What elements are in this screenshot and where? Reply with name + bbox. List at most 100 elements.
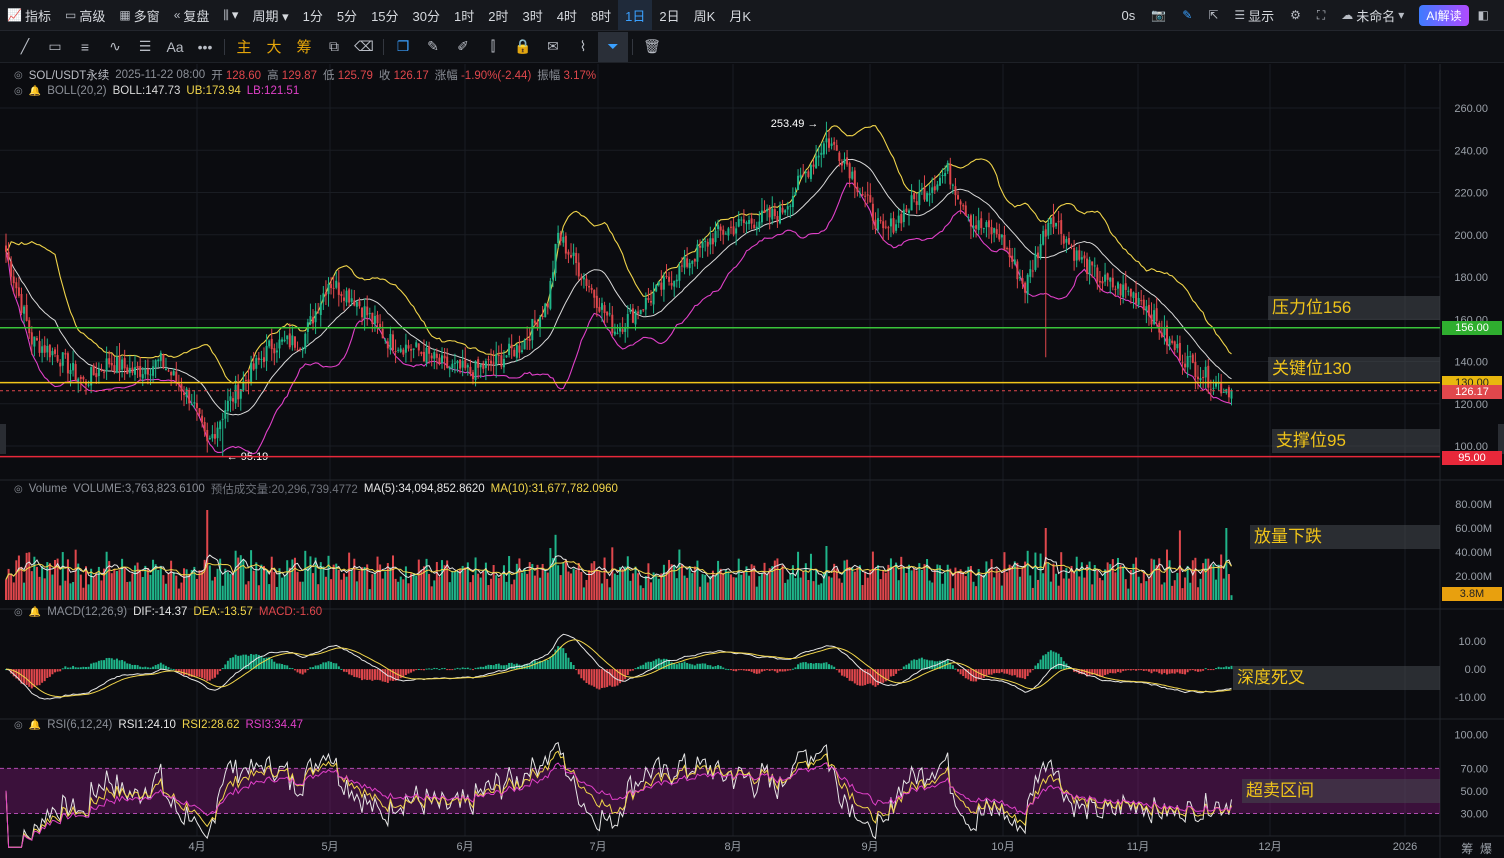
eraser-icon[interactable]: ⌫ [354,38,374,54]
volume-bar [428,573,431,600]
macd-histogram-bar [446,669,449,671]
toolbar-btn-4[interactable]: ⫼ ▾ [216,0,245,30]
toolbar-btn-1[interactable]: ▭ 高级 [58,0,112,30]
liquidation-footer-icon[interactable]: 爆 [1479,842,1492,856]
collapse-icon[interactable]: ◎ [14,606,23,618]
toolbar-btn-3[interactable]: «复盘 [167,0,217,30]
volume-bar [1060,552,1063,600]
macd-histogram-bar [1204,668,1207,670]
volume-bar [551,558,554,600]
interval-8[interactable]: 8时 [590,8,612,24]
bar-compare-icon[interactable]: ⫿ [490,38,496,54]
interval-6[interactable]: 3时 [522,8,543,24]
toolbar-btn-0[interactable]: 📈 指标 [0,0,58,30]
key-level-annotation[interactable]: 关键位130 [1268,357,1440,381]
lock-icon[interactable]: 🔒 [514,38,532,54]
macd-annotation[interactable]: 深度死叉 [1233,666,1440,690]
macd-histogram-bar [464,667,467,670]
settings-icon[interactable]: ⚙ [1290,8,1301,22]
big-order-icon[interactable]: 大 [266,39,282,56]
display-button[interactable]: ☰ 显示 [1227,0,1281,30]
interval-1[interactable]: 5分 [336,8,358,24]
fullscreen-icon[interactable]: ⛶ [1316,7,1326,22]
macd-histogram-bar [430,668,433,670]
macd-histogram-bar [492,665,495,670]
volume-bar [126,581,129,600]
collapse-icon[interactable]: ◎ [14,719,23,731]
candle-body [61,352,64,366]
brush-icon[interactable]: ⌇ [579,38,587,54]
candle-body [1230,390,1233,399]
ruler-icon[interactable]: ✎ [427,38,439,54]
volume-bar [704,574,707,600]
more-icon[interactable]: ••• [197,38,213,55]
interval-2[interactable]: 15分 [371,8,399,24]
volume-bar [706,582,709,600]
volume-bar [727,571,730,600]
wave-icon[interactable]: ∿ [109,38,121,54]
ai-analysis-button[interactable]: AI解读 [1419,4,1469,26]
trend-line-icon[interactable]: ╱ [20,38,30,54]
collapse-icon[interactable]: ◎ [14,483,23,495]
interval-11[interactable]: 周K [693,8,716,24]
candle-body [1181,362,1184,364]
interval-5[interactable]: 2时 [488,8,509,24]
support-annotation[interactable]: 支撑位95 [1272,429,1440,453]
volume-bar [1202,563,1205,600]
macd-histogram-bar [1119,669,1122,673]
interval-3[interactable]: 30分 [412,8,440,24]
volume-bar [392,555,394,600]
interval-7[interactable]: 4时 [556,8,577,24]
copy-icon[interactable]: ❐ [396,38,410,54]
alert-bell-icon[interactable]: 🔔 [28,606,42,618]
alert-bell-icon[interactable]: 🔔 [28,719,42,731]
legend-open: 128.60 [225,70,262,82]
interval-0[interactable]: 1分 [302,8,323,24]
chip-footer-icon[interactable]: 筹 [1461,842,1474,856]
rectangle-icon[interactable]: ▭ [48,38,62,54]
volume-bar [23,582,26,600]
draw-edit-icon[interactable]: ✎ [1182,8,1193,22]
interval-9[interactable]: 1日 [618,0,653,30]
toolbar-btn-2[interactable]: ▦ 多窗 [112,0,166,30]
volume-bar [745,566,748,600]
filter-icon[interactable]: ⏷ [598,31,628,62]
macd-histogram-bar [487,664,490,670]
interval-12[interactable]: 月K [729,8,751,24]
candle-body [139,366,142,377]
macd-histogram-bar [1055,652,1058,670]
volume-bar [1000,585,1003,600]
candle-body [136,365,139,369]
volume-bar [394,578,397,600]
candle-body [484,360,487,369]
volume-bar [856,567,859,600]
interval-4[interactable]: 1时 [454,8,475,24]
collapse-icon[interactable]: ◎ [14,69,23,81]
macd-histogram-bar [606,669,609,688]
pencil-icon[interactable]: ✐ [457,38,469,54]
main-force-icon[interactable]: 主 [236,39,252,56]
alert-bell-icon[interactable]: 🔔 [28,85,42,97]
interval-10[interactable]: 2日 [659,8,680,24]
camera-icon[interactable]: 📷 [1151,8,1167,22]
layout-select[interactable]: ☁ 未命名 ▾ [1334,0,1411,30]
resistance-annotation[interactable]: 压力位156 [1268,296,1440,320]
notes-icon[interactable]: ✉ [547,38,559,54]
candle-body [1031,270,1034,272]
text-icon[interactable]: Aa [166,38,184,55]
candle-body [48,344,51,358]
trash-icon[interactable]: 🗑 [643,38,661,54]
rsi-annotation[interactable]: 超卖区间 [1242,779,1440,803]
popout-icon[interactable]: ⇱ [1208,8,1219,22]
volume-bar [314,557,317,600]
magnet-icon[interactable]: ⧉ [329,38,339,54]
expand-icon[interactable]: ◧ [1477,8,1489,22]
chart-area[interactable]: 4月 5月 6月 7月 8月 9月 10月 11月 12月 2026100.00120.00140… [0,64,1504,858]
volume-annotation[interactable]: 放量下跌 [1250,525,1440,549]
fib-icon[interactable]: ☰ [138,38,152,54]
parallel-lines-icon[interactable]: ≡ [80,38,90,55]
candle-body [144,368,147,375]
toolbar-btn-5[interactable]: 周期 ▾ [245,0,295,30]
collapse-icon[interactable]: ◎ [14,85,23,97]
chip-icon[interactable]: 筹 [296,39,312,56]
